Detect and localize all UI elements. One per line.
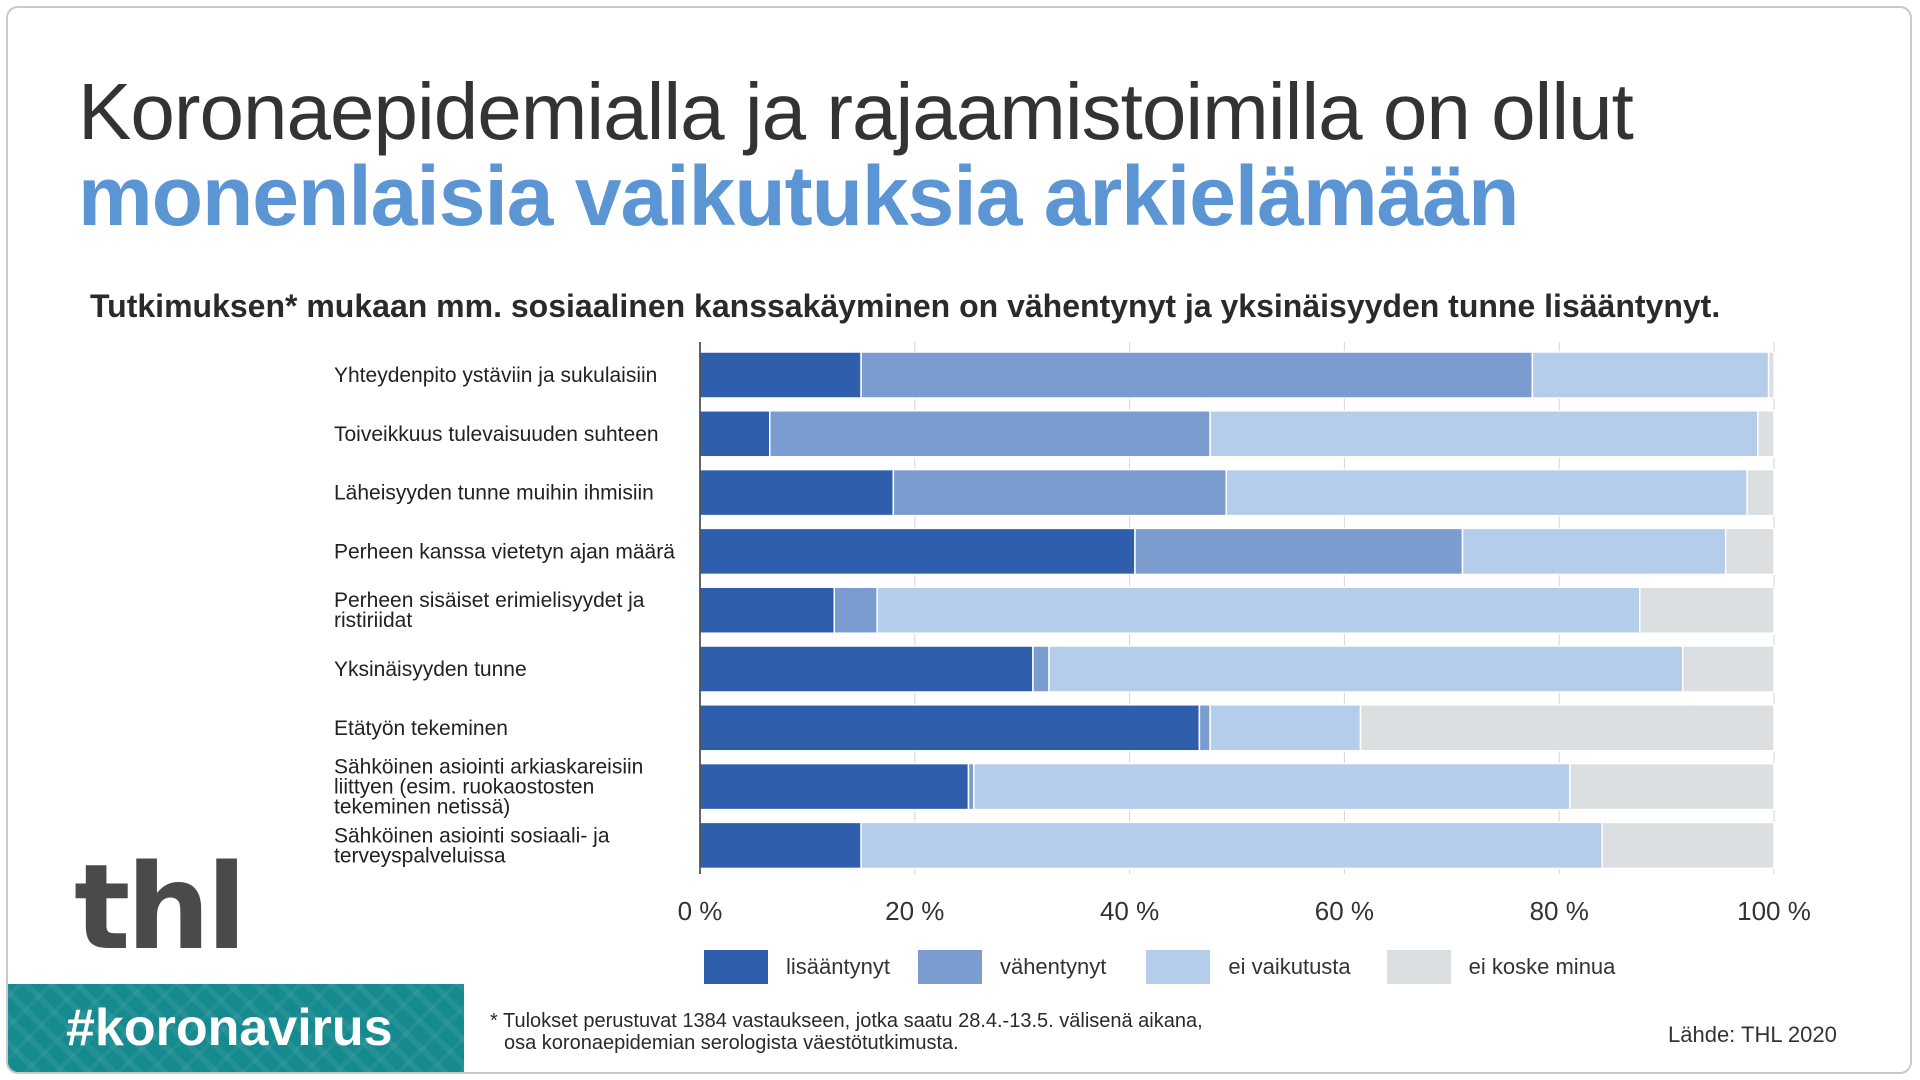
legend-swatch (704, 950, 768, 984)
bar-segment-1 (699, 410, 771, 458)
bar-segment-3 (876, 586, 1641, 634)
category-label: Toiveikkuus tulevaisuuden suhteen (334, 423, 659, 446)
bar-segment-2 (860, 351, 1534, 399)
bar-segment-1 (699, 821, 862, 870)
category-label: Yhteydenpito ystäviin ja sukulaisiin (334, 364, 657, 387)
bar-segment-1 (699, 527, 1136, 576)
bar-segment-4 (1757, 410, 1775, 458)
category-label: liittyen (esim. ruokaostosten (334, 776, 594, 799)
bar-segment-4 (1767, 351, 1775, 399)
bar-segment-2 (769, 410, 1211, 458)
chart-legend: lisääntynyt vähentynyt ei vaikutusta ei kos… (704, 950, 1615, 984)
legend-label: lisääntynyt (786, 954, 890, 979)
slide-frame: Koronaepidemialla ja rajaamistoimilla on… (6, 6, 1912, 1074)
bar-segment-2 (1198, 704, 1211, 752)
footnote: * Tulokset perustuvat 1384 vastaukseen, … (490, 1010, 1203, 1054)
footnote-line-1: * Tulokset perustuvat 1384 vastaukseen, … (490, 1010, 1203, 1032)
bar-segment-4 (1569, 762, 1775, 811)
legend-label: vähentynyt (999, 954, 1107, 979)
bar-segment-1 (699, 586, 835, 634)
x-tick-label: 0 % (678, 896, 723, 926)
bar-segment-4 (1639, 586, 1775, 634)
bar-segment-1 (699, 704, 1201, 752)
legend-label: ei vaikutusta (1228, 954, 1351, 979)
bar-segment-4 (1359, 704, 1775, 752)
footnote-line-2: osa koronaepidemian serologista väestötu… (504, 1032, 959, 1054)
legend-item: lisääntynyt (704, 950, 890, 984)
legend-item: ei vaikutusta (1146, 950, 1351, 984)
category-label: Perheen kanssa vietetyn ajan määrä (334, 540, 675, 563)
category-label: Etätyön tekeminen (334, 717, 508, 740)
legend-swatch (1386, 950, 1451, 984)
x-tick-label: 80 % (1530, 896, 1589, 926)
legend-item: ei koske minua (1386, 950, 1616, 984)
thl-logo: thl (74, 838, 247, 976)
bar-segment-4 (1601, 821, 1775, 870)
legend-item: vähentynyt (917, 950, 1107, 984)
category-label: tekeminen netissä) (334, 796, 510, 819)
category-label: ristiriidat (334, 609, 412, 632)
bar-segment-4 (1681, 645, 1775, 693)
title-line-1: Koronaepidemialla ja rajaamistoimilla on… (78, 67, 1634, 156)
bar-segment-2 (1032, 645, 1050, 693)
bar-segment-3 (1461, 527, 1727, 576)
x-tick-label: 20 % (885, 896, 944, 926)
bar-segment-3 (860, 821, 1603, 870)
source-label: Lähde: THL 2020 (1668, 1022, 1837, 1047)
category-label: Perheen sisäiset erimielisyydet ja (334, 589, 645, 612)
legend-label: ei koske minua (1468, 954, 1616, 979)
bar-segment-1 (699, 645, 1034, 693)
bar-segment-3 (1225, 468, 1748, 517)
bar-segment-2 (833, 586, 878, 634)
bar-segment-4 (1724, 527, 1775, 576)
bar-segment-3 (973, 762, 1571, 811)
bar-segment-3 (1531, 351, 1770, 399)
x-tick-label: 60 % (1315, 896, 1374, 926)
chart-subtitle: Tutkimuksen* mukaan mm. sosiaalinen kans… (90, 288, 1721, 324)
bar-segment-4 (1746, 468, 1775, 517)
title-line-2: monenlaisia vaikutuksia arkielämään (78, 149, 1519, 243)
bar-segment-2 (1134, 527, 1464, 576)
hashtag-banner: #koronavirus (8, 984, 464, 1072)
legend-swatch (1146, 950, 1211, 984)
stacked-bar-chart: Yhteydenpito ystäviin ja sukulaisiin Toiv… (334, 342, 1811, 926)
x-tick-label: 100 % (1737, 896, 1811, 926)
legend-swatch (917, 950, 982, 984)
category-label: Yksinäisyyden tunne (334, 658, 527, 681)
bar-segment-3 (1209, 410, 1759, 458)
x-tick-label: 40 % (1100, 896, 1159, 926)
bar-segment-1 (699, 351, 862, 399)
bar-segment-3 (1209, 704, 1362, 752)
category-label: terveyspalveluissa (334, 844, 506, 867)
category-label: Sähköinen asiointi arkiaskareisiin (334, 756, 643, 779)
bar-segment-1 (699, 762, 970, 811)
bar-segment-2 (892, 468, 1228, 517)
category-label: Sähköinen asiointi sosiaali- ja (334, 824, 610, 847)
bar-segment-2 (967, 762, 975, 811)
bar-segment-1 (699, 468, 895, 517)
category-label: Läheisyyden tunne muihin ihmisiin (334, 482, 654, 505)
bar-segment-3 (1048, 645, 1684, 693)
